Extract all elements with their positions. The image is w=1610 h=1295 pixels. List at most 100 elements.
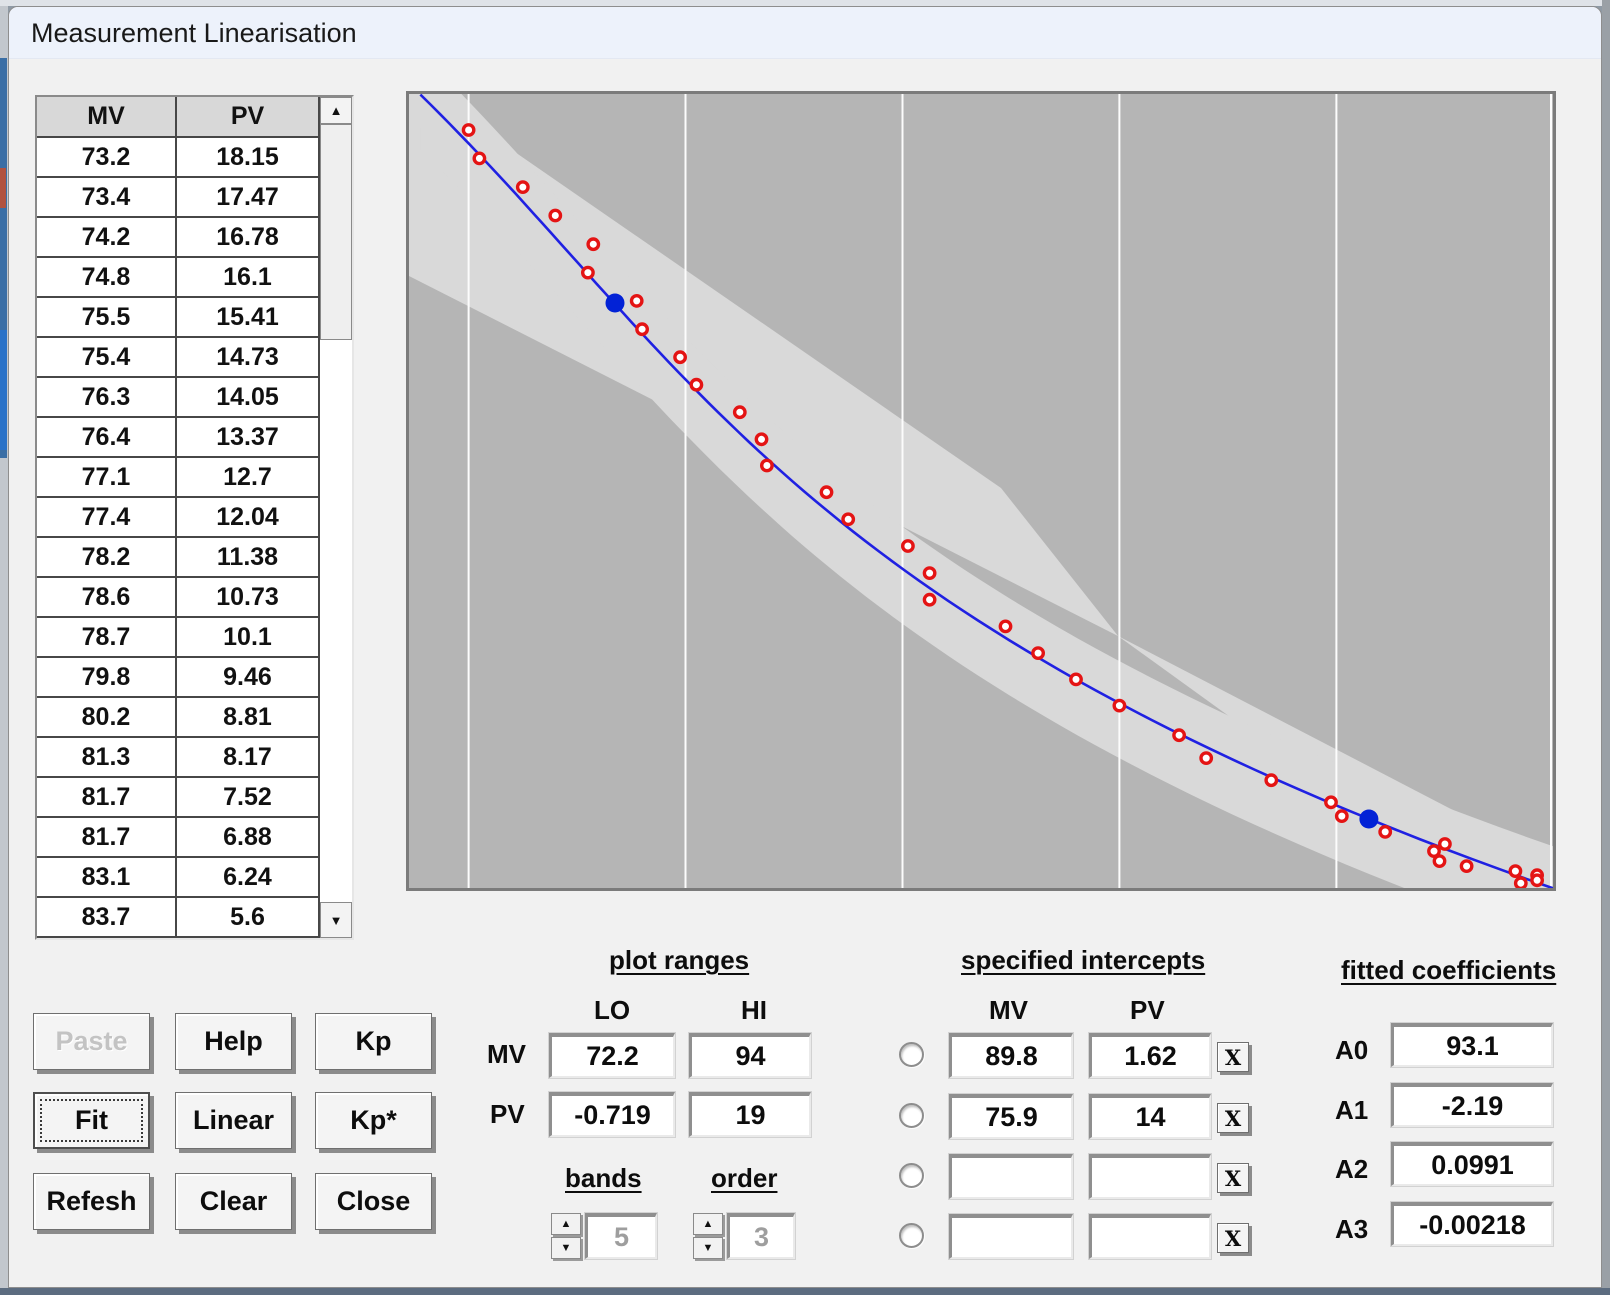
bands-down-icon[interactable]: ▼ [551, 1237, 581, 1259]
mv-hi-field[interactable]: 94 [689, 1033, 811, 1078]
data-point[interactable] [1334, 809, 1349, 823]
table-cell-mv[interactable]: 78.7 [37, 618, 177, 656]
column-header-pv[interactable]: PV [230, 102, 265, 130]
table-cell-mv[interactable]: 81.7 [37, 818, 177, 856]
paste-button[interactable]: Paste [33, 1013, 150, 1070]
intercept-pv-field[interactable] [1089, 1214, 1211, 1259]
intercept-mv-field[interactable] [949, 1154, 1073, 1199]
table-row[interactable]: 73.4 17.47 [37, 178, 318, 218]
table-cell-pv[interactable]: 18.15 [216, 142, 279, 171]
scrollbar-thumb[interactable] [320, 124, 352, 340]
coefficient-value-field[interactable]: -0.00218 [1391, 1202, 1553, 1246]
table-row[interactable]: 77.4 12.04 [37, 498, 318, 538]
order-value-field[interactable]: 3 [727, 1213, 795, 1259]
linear-button[interactable]: Linear [175, 1092, 292, 1149]
table-cell-mv[interactable]: 78.6 [37, 578, 177, 616]
table-row[interactable]: 74.8 16.1 [37, 258, 318, 298]
table-cell-mv[interactable]: 76.4 [37, 418, 177, 456]
table-cell-pv[interactable]: 10.1 [223, 622, 272, 651]
data-point[interactable] [1199, 751, 1214, 765]
intercept-delete-button[interactable]: X [1217, 1042, 1249, 1072]
data-point[interactable] [1508, 864, 1523, 878]
intercept-radio[interactable] [899, 1103, 924, 1128]
order-stepper[interactable]: ▲ ▼ [693, 1213, 725, 1259]
table-cell-mv[interactable]: 74.2 [37, 218, 177, 256]
table-cell-pv[interactable]: 13.37 [216, 422, 279, 451]
table-cell-pv[interactable]: 16.1 [223, 262, 272, 291]
intercept-radio[interactable] [899, 1163, 924, 1188]
table-cell-pv[interactable]: 9.46 [223, 662, 272, 691]
table-row[interactable]: 75.5 15.41 [37, 298, 318, 338]
data-point[interactable] [548, 208, 563, 223]
table-row[interactable]: 80.2 8.81 [37, 698, 318, 738]
table-cell-pv[interactable]: 6.24 [223, 862, 272, 891]
data-point[interactable] [1324, 795, 1338, 810]
clear-button[interactable]: Clear [175, 1173, 292, 1230]
table-cell-pv[interactable]: 11.38 [216, 542, 279, 571]
order-up-icon[interactable]: ▲ [693, 1213, 723, 1235]
scroll-up-icon[interactable]: ▲ [320, 97, 352, 124]
table-cell-mv[interactable]: 75.5 [37, 298, 177, 336]
table-row[interactable]: 81.7 6.88 [37, 818, 318, 858]
data-point[interactable] [900, 539, 915, 553]
intercept-point[interactable] [605, 293, 625, 313]
linearisation-chart[interactable] [406, 91, 1556, 891]
table-row[interactable]: 83.7 5.6 [37, 898, 318, 938]
table-cell-pv[interactable]: 14.05 [216, 382, 279, 411]
kp-star-button[interactable]: Kp* [315, 1092, 432, 1149]
data-point[interactable] [1459, 859, 1474, 873]
mv-lo-field[interactable]: 72.2 [549, 1033, 675, 1078]
table-cell-pv[interactable]: 16.78 [216, 222, 279, 251]
table-row[interactable]: 83.1 6.24 [37, 858, 318, 898]
data-point[interactable] [1069, 672, 1083, 687]
bands-value-field[interactable]: 5 [585, 1213, 657, 1259]
table-cell-pv[interactable]: 12.04 [216, 502, 279, 531]
table-cell-pv[interactable]: 6.88 [223, 822, 272, 851]
intercept-delete-button[interactable]: X [1217, 1223, 1249, 1253]
table-row[interactable]: 78.2 11.38 [37, 538, 318, 578]
data-point[interactable] [1530, 873, 1545, 888]
coefficient-value-field[interactable]: 93.1 [1391, 1023, 1553, 1067]
table-cell-mv[interactable]: 81.7 [37, 778, 177, 816]
table-cell-mv[interactable]: 75.4 [37, 338, 177, 376]
data-point[interactable] [759, 458, 774, 473]
data-point[interactable] [689, 377, 704, 392]
table-row[interactable]: 77.1 12.7 [37, 458, 318, 498]
data-point[interactable] [922, 566, 937, 580]
pv-hi-field[interactable]: 19 [689, 1092, 811, 1137]
help-button[interactable]: Help [175, 1013, 292, 1070]
data-point[interactable] [472, 151, 487, 166]
data-point[interactable] [1031, 646, 1045, 660]
table-scrollbar[interactable]: ▲ ▼ [318, 97, 352, 938]
data-point[interactable] [841, 512, 856, 527]
fit-button[interactable]: Fit [33, 1092, 150, 1149]
data-point[interactable] [1264, 773, 1279, 788]
table-cell-pv[interactable]: 8.17 [223, 742, 272, 771]
table-cell-mv[interactable]: 73.2 [37, 138, 177, 176]
data-point[interactable] [998, 619, 1013, 634]
intercept-point[interactable] [1359, 809, 1379, 829]
order-down-icon[interactable]: ▼ [693, 1237, 723, 1259]
table-cell-pv[interactable]: 10.73 [216, 582, 279, 611]
data-point[interactable] [1438, 837, 1452, 851]
data-point[interactable] [586, 237, 601, 252]
intercept-mv-field[interactable]: 75.9 [949, 1094, 1073, 1139]
intercept-mv-field[interactable]: 89.8 [949, 1033, 1073, 1078]
intercept-mv-field[interactable] [949, 1214, 1073, 1259]
data-point[interactable] [1432, 854, 1447, 868]
table-cell-mv[interactable]: 83.7 [37, 898, 177, 936]
table-cell-pv[interactable]: 8.81 [223, 702, 272, 731]
intercept-radio[interactable] [899, 1223, 924, 1248]
data-point[interactable] [819, 485, 834, 500]
table-row[interactable]: 81.7 7.52 [37, 778, 318, 818]
coefficient-value-field[interactable]: -2.19 [1391, 1083, 1553, 1127]
data-point[interactable] [461, 123, 476, 137]
column-header-mv[interactable]: MV [37, 97, 177, 136]
data-point[interactable] [732, 405, 747, 420]
table-cell-pv[interactable]: 7.52 [223, 782, 272, 811]
data-point[interactable] [754, 432, 769, 447]
table-cell-pv[interactable]: 5.6 [230, 902, 265, 931]
table-cell-mv[interactable]: 81.3 [37, 738, 177, 776]
table-row[interactable]: 81.3 8.17 [37, 738, 318, 778]
intercept-delete-button[interactable]: X [1217, 1163, 1249, 1193]
